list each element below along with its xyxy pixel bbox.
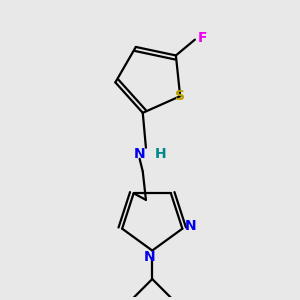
Text: H: H	[154, 147, 166, 161]
Text: S: S	[175, 89, 185, 103]
Text: F: F	[198, 31, 208, 45]
Text: N: N	[134, 147, 146, 161]
Text: N: N	[184, 218, 196, 233]
Text: N: N	[143, 250, 155, 264]
